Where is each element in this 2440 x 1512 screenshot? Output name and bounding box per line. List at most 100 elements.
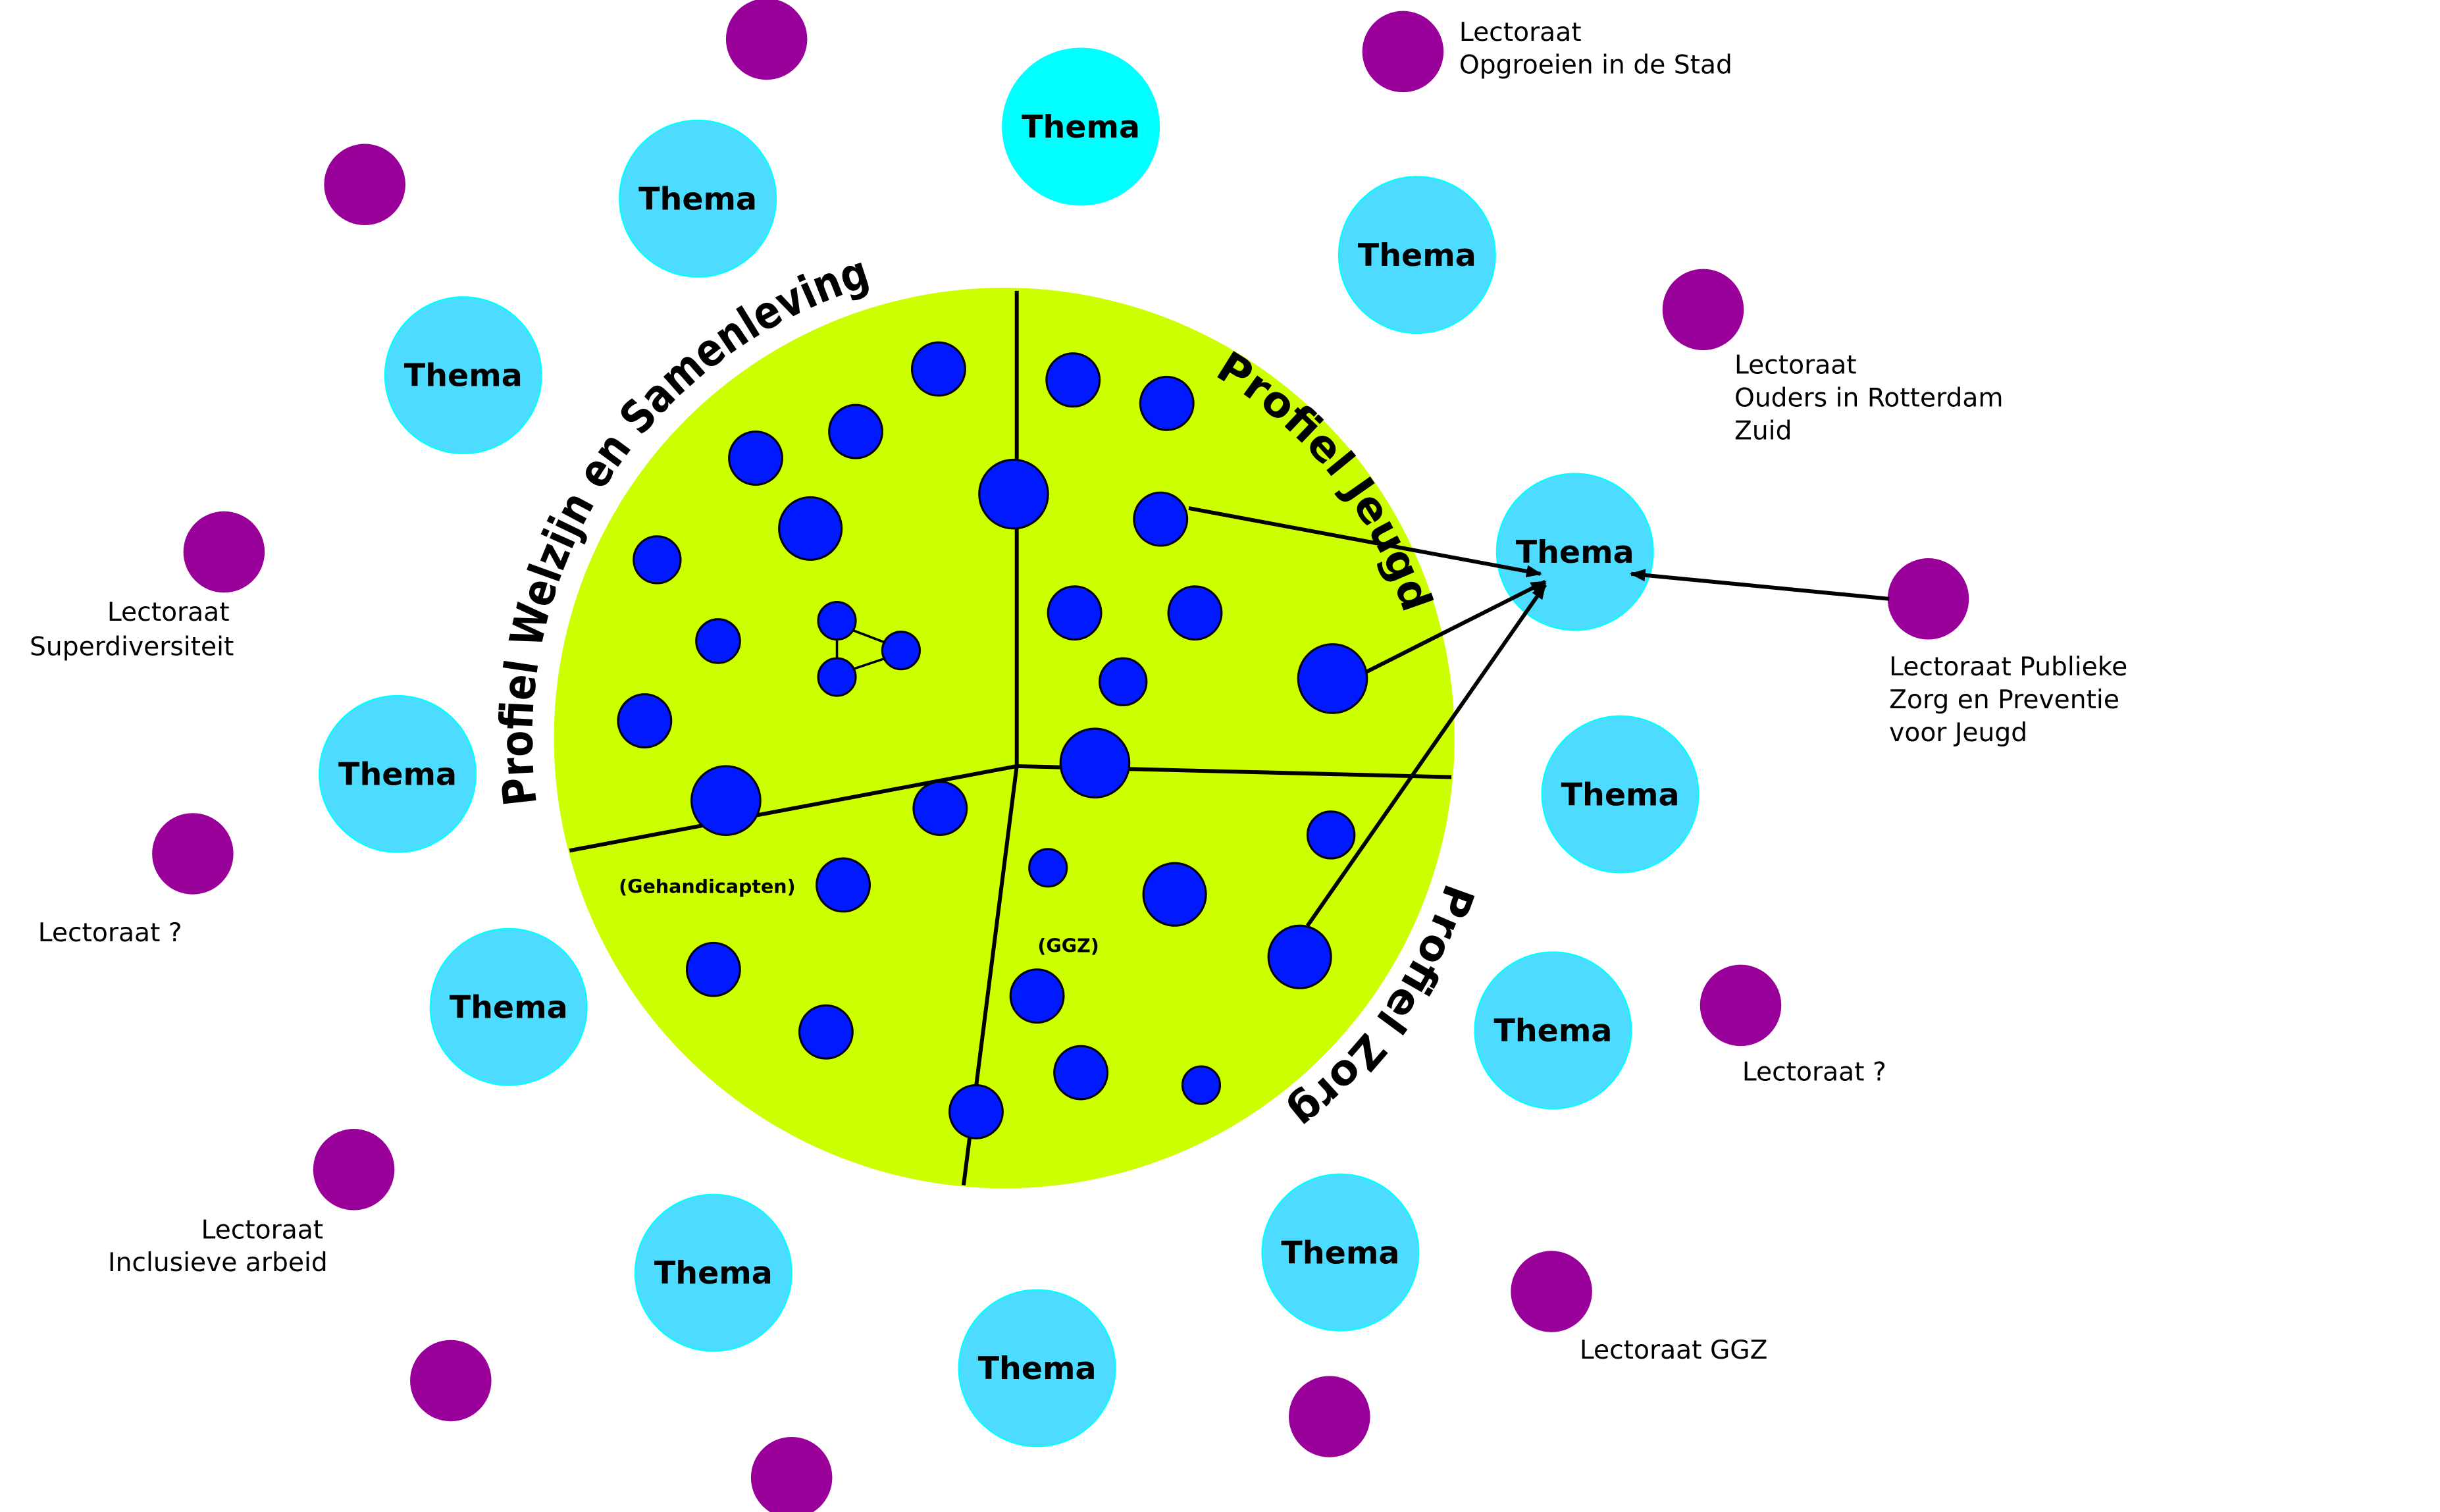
lectoraat-circle bbox=[183, 511, 265, 593]
thema-label: Thema bbox=[1561, 777, 1680, 813]
thema-node: Thema bbox=[1002, 47, 1160, 206]
project-dot bbox=[1267, 924, 1332, 989]
project-dot bbox=[978, 458, 1049, 530]
project-dot bbox=[912, 781, 968, 837]
project-dot bbox=[948, 1083, 1004, 1139]
lectoraat-circles bbox=[152, 0, 1969, 1512]
project-dot bbox=[1142, 862, 1207, 927]
project-dot bbox=[1167, 585, 1223, 641]
thema-circle bbox=[1002, 47, 1160, 206]
project-dots bbox=[617, 341, 1368, 1139]
arrows bbox=[1188, 506, 1890, 927]
project-dot bbox=[1181, 1065, 1222, 1105]
lectoraat-circle bbox=[1511, 1251, 1592, 1332]
lectoraat-label-publieke-zorg: Lectoraat Publieke Zorg en Preventie voo… bbox=[1889, 652, 2136, 748]
project-dot bbox=[798, 1004, 854, 1060]
project-dot bbox=[1053, 1045, 1109, 1101]
thema-circle bbox=[1261, 1173, 1420, 1332]
project-dot bbox=[1009, 968, 1065, 1024]
project-dot bbox=[1139, 375, 1195, 431]
thema-circle bbox=[958, 1289, 1116, 1447]
arrow-line bbox=[1188, 506, 1542, 578]
link-line bbox=[852, 657, 886, 671]
thema-label: Thema bbox=[1516, 534, 1634, 571]
project-dot bbox=[1047, 585, 1103, 641]
lectoraat-label-ggz: Lectoraat GGZ bbox=[1580, 1336, 1768, 1365]
thema-label: Thema bbox=[1493, 1013, 1612, 1049]
project-dot bbox=[778, 496, 843, 561]
lectoraat-label-inclusieve-arbeid: Lectoraat Inclusieve arbeid bbox=[108, 1215, 332, 1278]
thema-circle bbox=[319, 694, 477, 853]
thema-circles: Thema Thema Thema Thema Thema Thema Thema Thema… bbox=[319, 47, 1700, 1447]
project-dot bbox=[911, 341, 966, 397]
thema-circle bbox=[634, 1193, 792, 1352]
project-dot bbox=[881, 631, 921, 671]
project-dot bbox=[817, 657, 857, 697]
lectoraat-label-unknown-right: Lectoraat ? bbox=[1742, 1057, 1886, 1087]
triangle-links bbox=[835, 629, 886, 671]
thema-label: Thema bbox=[404, 358, 523, 394]
thema-node: Thema bbox=[1474, 951, 1632, 1110]
lectoraat-circle bbox=[313, 1129, 395, 1211]
thema-node: Thema bbox=[429, 927, 588, 1086]
thema-circle bbox=[1337, 176, 1496, 334]
thema-node: Thema bbox=[1337, 176, 1496, 334]
lectoraat-label-superdiversiteit: Lectoraat Superdiversiteit bbox=[30, 598, 238, 662]
sub-label-gehandicapten: (Gehandicapten) bbox=[619, 875, 796, 897]
project-dot bbox=[828, 404, 883, 459]
sub-label-ggz: (GGZ) bbox=[1037, 935, 1099, 957]
thema-node: Thema bbox=[319, 694, 477, 853]
thema-node: Thema bbox=[634, 1193, 792, 1352]
lectoraat-circle bbox=[725, 0, 808, 80]
arrow-line bbox=[1629, 569, 1890, 601]
lectoraat-circle bbox=[1362, 11, 1444, 93]
lectoraat-circle bbox=[1289, 1376, 1370, 1457]
project-dot bbox=[690, 765, 762, 837]
arrow-line bbox=[1306, 583, 1547, 927]
thema-label: Thema bbox=[338, 756, 457, 793]
thema-label: Thema bbox=[1281, 1235, 1399, 1271]
thema-label: Thema bbox=[638, 181, 757, 217]
lectoraat-circle bbox=[1887, 558, 1969, 640]
thema-node: Thema bbox=[1495, 473, 1654, 631]
lectoraat-circle bbox=[410, 1340, 492, 1422]
thema-node: Thema bbox=[1261, 1173, 1420, 1332]
project-dot bbox=[1059, 727, 1131, 798]
thema-circle bbox=[384, 296, 542, 455]
project-dot bbox=[695, 618, 741, 664]
project-dot bbox=[817, 600, 857, 641]
project-dot bbox=[685, 941, 741, 997]
lectoraat-circle bbox=[152, 813, 234, 895]
thema-circle bbox=[1474, 951, 1632, 1110]
project-dot bbox=[816, 857, 871, 913]
project-dot bbox=[1099, 657, 1148, 706]
project-dot bbox=[633, 535, 682, 585]
thema-node: Thema bbox=[958, 1289, 1116, 1447]
lectoraat-circle bbox=[324, 143, 405, 226]
project-dot bbox=[1028, 848, 1068, 888]
thema-node: Thema bbox=[384, 296, 542, 455]
thema-label: Thema bbox=[1022, 109, 1140, 145]
thema-circle bbox=[429, 927, 588, 1086]
link-line bbox=[852, 629, 886, 644]
thema-node: Thema bbox=[619, 119, 777, 278]
project-dot bbox=[1297, 643, 1368, 714]
thema-label: Thema bbox=[978, 1351, 1097, 1387]
lectoraat-label-unknown-left: Lectoraat ? bbox=[38, 918, 182, 948]
arrow-line bbox=[1364, 579, 1547, 675]
lectoraat-circle bbox=[1662, 269, 1744, 351]
thema-label: Thema bbox=[654, 1255, 773, 1291]
project-dot bbox=[728, 430, 783, 486]
thema-label: Thema bbox=[1358, 238, 1476, 274]
project-dot bbox=[1306, 810, 1356, 860]
lectoraat-circle bbox=[1700, 964, 1782, 1047]
divider-line bbox=[569, 764, 1018, 853]
thema-circle bbox=[1541, 715, 1700, 873]
domain-circle bbox=[554, 288, 1455, 1189]
project-dot bbox=[1133, 491, 1189, 547]
thema-label: Thema bbox=[450, 989, 568, 1026]
thema-circle bbox=[619, 119, 777, 278]
project-dot bbox=[1045, 352, 1101, 408]
project-dot bbox=[617, 693, 673, 748]
